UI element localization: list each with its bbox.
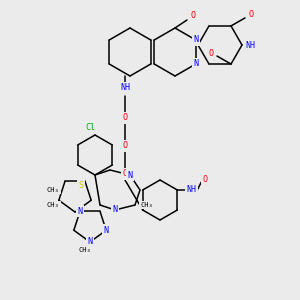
Text: O: O xyxy=(208,49,214,58)
Text: N: N xyxy=(112,206,118,214)
Text: O: O xyxy=(248,11,253,20)
Text: O: O xyxy=(122,113,128,122)
Text: S: S xyxy=(79,181,83,190)
Text: CH₃: CH₃ xyxy=(141,202,153,208)
Text: N: N xyxy=(128,170,133,179)
Text: CH₃: CH₃ xyxy=(79,247,92,253)
Text: NH: NH xyxy=(120,83,130,92)
Text: CH₃: CH₃ xyxy=(46,202,59,208)
Text: O: O xyxy=(122,142,128,151)
Text: N: N xyxy=(88,238,92,247)
Text: CH₃: CH₃ xyxy=(46,187,59,193)
Text: O: O xyxy=(203,176,208,184)
Text: O: O xyxy=(190,11,196,20)
Text: N: N xyxy=(193,59,198,68)
Text: NH: NH xyxy=(245,40,255,50)
Text: N: N xyxy=(193,35,198,44)
Text: NH: NH xyxy=(186,185,196,194)
Text: O: O xyxy=(122,169,128,178)
Text: N: N xyxy=(104,226,109,235)
Text: N: N xyxy=(77,207,83,216)
Text: Cl: Cl xyxy=(85,122,95,131)
